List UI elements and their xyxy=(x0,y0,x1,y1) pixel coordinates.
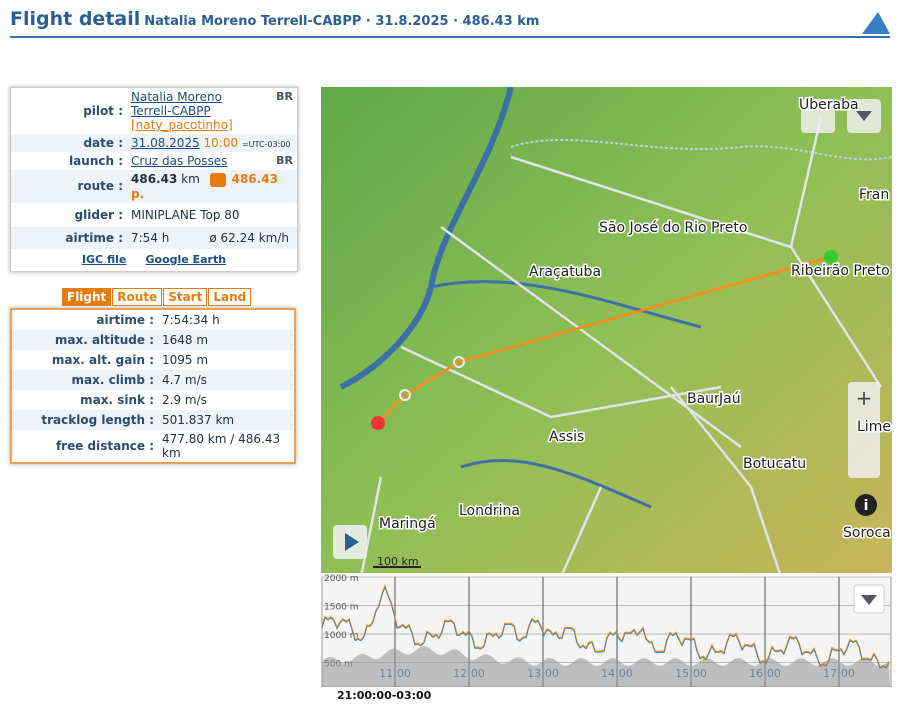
y-tick-label: 2000 m xyxy=(324,574,359,584)
stat-label: max. sink : xyxy=(80,393,154,407)
logo xyxy=(862,12,890,34)
map-label: Assis xyxy=(549,429,584,445)
stat-value: 4.7 m/s xyxy=(158,370,294,390)
map-label: Uberaba xyxy=(799,97,859,113)
header: Flight detail Natalia Moreno Terrell-CABP… xyxy=(10,8,890,38)
tabs: Flight Route Start Land xyxy=(62,288,252,306)
route-icon xyxy=(209,172,226,187)
points: 486.43 p. xyxy=(131,172,278,201)
stat-label: max. altitude : xyxy=(12,330,158,350)
map-label: Araçatuba xyxy=(529,264,601,280)
stat-value: 1095 m xyxy=(162,353,209,367)
info-box: pilot : BR Natalia Moreno Terrell-CABPP [na… xyxy=(10,87,298,272)
map-label: Lime xyxy=(857,419,891,435)
launch-link[interactable]: Cruz das Posses xyxy=(131,154,228,168)
glider: MINIPLANE Top 80 xyxy=(131,207,240,222)
y-tick-label: 1500 m xyxy=(324,603,359,613)
label: airtime : xyxy=(11,226,127,249)
nick: [naty_pacotinho] xyxy=(131,118,233,132)
stat-label: tracklog length : xyxy=(12,410,158,430)
stat-value: 477.80 km / 486.43 km xyxy=(162,432,281,460)
unit: km xyxy=(181,172,200,186)
tab[interactable]: Route xyxy=(112,288,163,306)
airtime: 7:54 h xyxy=(131,230,170,245)
info-button[interactable] xyxy=(855,494,877,516)
time-label: 21:00:00-03:00 xyxy=(337,689,432,702)
map-label: Fran xyxy=(859,187,889,203)
tab[interactable]: Start xyxy=(163,288,208,306)
scale-label: 100 km xyxy=(377,555,419,568)
tab[interactable]: Flight xyxy=(62,288,112,306)
stat-label: airtime : xyxy=(96,313,154,327)
time: 10:00 xyxy=(203,136,239,150)
label: date : xyxy=(11,134,127,152)
subtitle: Natalia Moreno Terrell-CABPP · 31.8.2025… xyxy=(144,14,540,29)
distance: 486.43 xyxy=(131,172,178,186)
date-link[interactable]: 31.08.2025 xyxy=(131,136,200,150)
pilot-link[interactable]: Natalia Moreno Terrell-CABPP xyxy=(131,90,222,118)
stat-label: max. alt. gain : xyxy=(51,353,154,367)
map-label: Jaú xyxy=(718,391,741,407)
label: glider : xyxy=(74,207,123,222)
map-label: Botucatu xyxy=(743,456,806,472)
map-label: Londrina xyxy=(459,503,520,519)
map-label: Ribeirão Preto xyxy=(791,263,890,279)
tab[interactable]: Land xyxy=(208,288,252,306)
label: route : xyxy=(11,170,127,203)
map-label: São José do Rio Preto xyxy=(599,220,747,236)
country: BR xyxy=(276,90,293,103)
zoom-control[interactable] xyxy=(848,382,880,478)
stat-value: 2.9 m/s xyxy=(162,393,207,407)
profile-line-2 xyxy=(321,586,890,669)
stat-value: 7:54:34 h xyxy=(162,313,220,327)
speed: ø 62.24 km/h xyxy=(209,230,289,245)
map-label: Maringá xyxy=(379,516,436,532)
tz: =UTC-03:00 xyxy=(241,140,291,149)
y-tick-label: 1000 m xyxy=(324,631,359,641)
stat-label: max. climb : xyxy=(12,370,158,390)
country: BR xyxy=(276,154,293,167)
label: pilot : xyxy=(83,104,123,118)
stat-value: 501.837 km xyxy=(158,410,294,430)
ground xyxy=(322,646,890,687)
earth-link[interactable]: Google Earth xyxy=(145,253,227,266)
label: launch : xyxy=(69,154,123,168)
svg-text:i: i xyxy=(864,498,869,514)
igc-link[interactable]: IGC file xyxy=(81,253,127,266)
stat-label: free distance : xyxy=(55,439,154,453)
map-label: Soroca xyxy=(843,525,891,541)
map-label: Bauru xyxy=(687,391,729,407)
title: Flight detail xyxy=(10,8,141,30)
settings-button[interactable] xyxy=(801,99,835,133)
stat-value: 1648 m xyxy=(158,330,294,350)
svg-text:+: + xyxy=(856,386,873,410)
